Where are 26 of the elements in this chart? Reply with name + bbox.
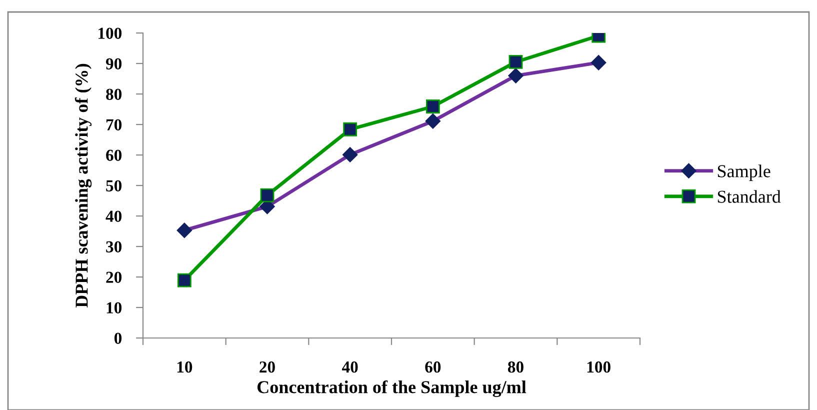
y-axis-title: DPPH scavening activity of (%) [74,64,92,308]
y-tick-label: 80 [106,88,122,100]
point [508,55,523,69]
y-tick-label: 30 [106,241,122,252]
y-tick-label: 40 [106,210,122,222]
y-tick-label: 70 [106,119,122,130]
x-tick-label: 100 [587,361,610,373]
legend-label: Sample [718,164,770,181]
y-tick-label: 100 [98,28,122,39]
y-tick-label: 90 [106,58,122,70]
point [177,273,192,288]
x-tick-label: 80 [508,361,524,373]
x-tick-label: 60 [425,361,441,373]
legend-label: Standard [718,190,781,203]
x-tick-label: 10 [177,361,192,373]
y-tick-label: 50 [106,180,122,192]
point [426,100,440,114]
y-tick-label: 0 [114,332,122,344]
x-tick-label: 20 [260,361,275,373]
x-axis-title: Concentration of the Sample ug/ml [257,380,526,398]
point [343,122,358,136]
point [260,188,274,202]
x-tick-label: 40 [342,361,358,373]
y-tick-label: 10 [106,302,122,314]
y-tick-label: 60 [106,150,122,161]
y-tick-label: 20 [106,272,122,283]
